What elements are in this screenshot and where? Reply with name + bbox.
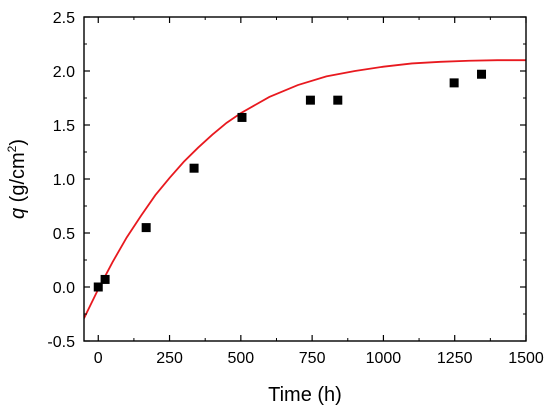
data-point-4 (237, 112, 247, 122)
plot-area (84, 59, 526, 319)
x-tick-label: 750 (299, 350, 326, 367)
data-point-3 (189, 163, 199, 173)
x-tick-label: 0 (94, 350, 103, 367)
data-point-0 (93, 282, 103, 292)
y-tick-label: 2.0 (53, 64, 75, 81)
y-tick-label: 1.0 (53, 172, 75, 189)
y-tick-label: -0.5 (47, 334, 75, 351)
y-tick-label: 1.5 (53, 118, 75, 135)
axes: 0 250 500 750 1000 1250 1500 -0.5 0.0 0.5 1.0 1.5 2.… (5, 10, 544, 406)
x-tick-label: 1500 (508, 350, 544, 367)
data-point-8 (477, 69, 487, 79)
data-point-7 (449, 78, 459, 88)
y-tick-label: 2.5 (53, 10, 75, 27)
data-point-2 (141, 223, 151, 233)
x-tick-label: 500 (227, 350, 254, 367)
y-tick-label: 0.5 (53, 226, 75, 243)
x-tick-label: 1000 (366, 350, 402, 367)
plot-frame (83, 16, 527, 342)
fit-curve-line (84, 59, 526, 319)
data-point-5 (305, 95, 315, 105)
x-tick-label: 1250 (437, 350, 473, 367)
x-tick-label: 250 (156, 350, 183, 367)
y-axis-title: q (g/cm2) (5, 139, 29, 219)
data-point-1 (100, 274, 110, 284)
data-point-6 (333, 95, 343, 105)
y-tick-label: 0.0 (53, 280, 75, 297)
x-axis-title: Time (h) (268, 384, 342, 406)
